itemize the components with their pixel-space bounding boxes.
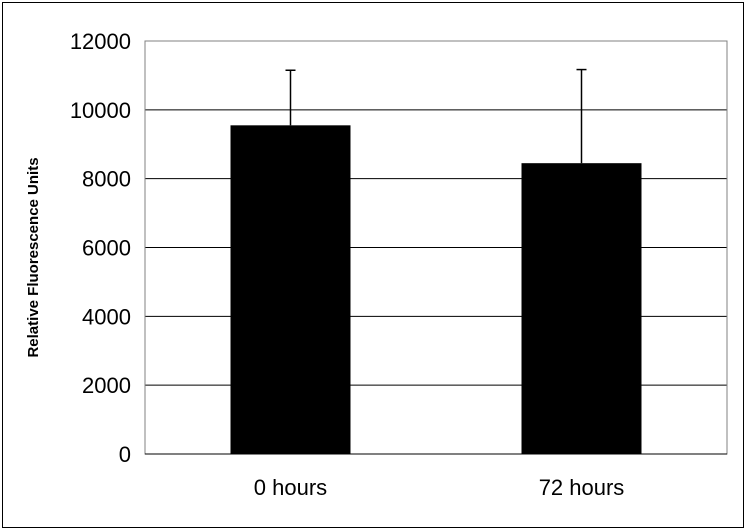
y-tick-label: 10000	[70, 98, 131, 123]
bar	[521, 163, 642, 454]
bar	[230, 125, 351, 454]
y-axis-title: Relative Fluorescence Units	[25, 157, 42, 357]
y-tick-label: 12000	[70, 29, 131, 54]
y-tick-label: 6000	[82, 236, 131, 261]
error-bars	[285, 68, 587, 164]
error-bar	[576, 68, 587, 164]
y-tick-label: 4000	[82, 304, 131, 329]
y-axis-tick-labels: 0 2000 4000 6000 8000 10000 12000	[70, 29, 131, 467]
error-bar	[285, 69, 296, 126]
bars	[230, 125, 642, 454]
x-axis-tick-labels: 0 hours 72 hours	[254, 475, 625, 500]
y-tick-label: 2000	[82, 373, 131, 398]
y-tick-label: 0	[119, 442, 131, 467]
x-tick-label: 72 hours	[539, 475, 625, 500]
y-tick-label: 8000	[82, 167, 131, 192]
x-tick-label: 0 hours	[254, 475, 327, 500]
